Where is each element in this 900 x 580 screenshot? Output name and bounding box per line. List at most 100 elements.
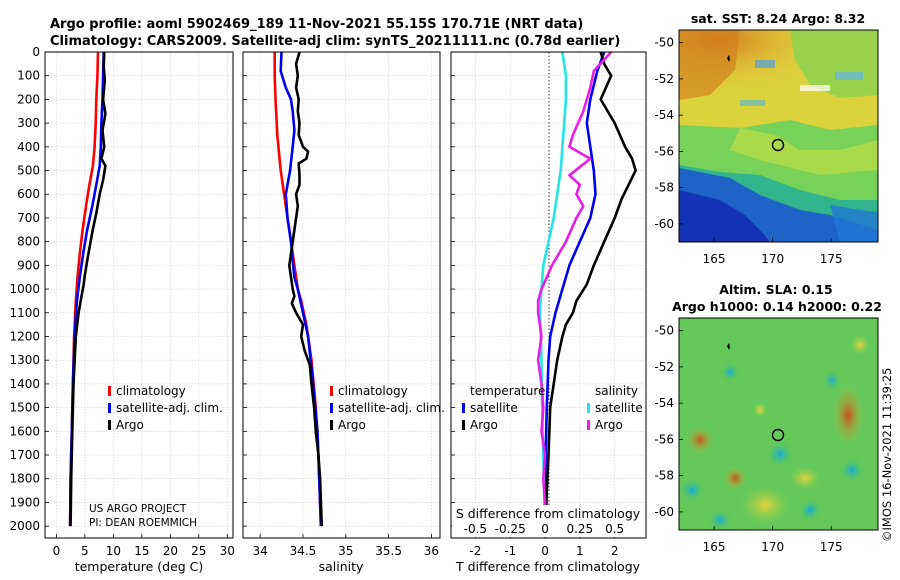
- map-y-tick-label: -50: [654, 36, 674, 50]
- sla-map-field: [679, 318, 878, 530]
- map-y-tick-label: -56: [654, 144, 674, 158]
- temperature-lines: [68, 52, 107, 527]
- legend-swatch-argo: [108, 420, 111, 430]
- x-tick-label: 30: [220, 544, 235, 558]
- depth-tick-label: 1600: [9, 424, 40, 438]
- map-x-tick-label: 175: [820, 540, 843, 554]
- depth-tick-label: 300: [17, 116, 40, 130]
- series-line-s-argo: [536, 52, 613, 527]
- legend-swatch-s-satellite: [587, 403, 590, 413]
- legend-label-satellite: satellite-adj. clim.: [116, 401, 223, 415]
- legend-label-argo: Argo: [338, 418, 366, 432]
- x-tick-label: 36: [424, 544, 439, 558]
- map-x-tick-label: 175: [820, 252, 843, 266]
- temperature-ticks: 0 5 10 15 20 25 30: [45, 51, 235, 558]
- sst-map-title: sat. SST: 8.24 Argo: 8.32: [691, 11, 865, 26]
- imos-watermark: ©IMOS 16-Nov-2021 11:39:25: [880, 368, 894, 542]
- legend-swatch-t-satellite: [462, 403, 465, 413]
- legend-label-argo: Argo: [116, 418, 144, 432]
- legend-label-s-satellite: satellite: [595, 401, 643, 415]
- legend-swatch-satellite: [330, 403, 333, 413]
- salinity-ticks: 34 34.5 35 35.5 36: [243, 51, 439, 558]
- temperature-panel: 0 5 10 15 20 25 30 0 100 200 300 400 500 600 700 800 90…: [9, 45, 234, 574]
- sst-map-field: [679, 30, 878, 242]
- depth-tick-label: 700: [17, 211, 40, 225]
- s-tick-label: -0.5: [464, 522, 487, 536]
- legend-label-satellite: satellite-adj. clim.: [338, 401, 445, 415]
- series-line-argo: [287, 52, 324, 527]
- island-icon: [727, 55, 730, 62]
- title-line-1: Argo profile: aoml 5902469_189 11-Nov-20…: [50, 17, 583, 32]
- legend-swatch-t-argo: [462, 420, 465, 430]
- salinity-panel: 34 34.5 35 35.5 36 salinity climatology sate…: [242, 51, 445, 574]
- depth-tick-label: 900: [17, 258, 40, 272]
- sla-map-title: Altim. SLA: 0.15: [719, 282, 832, 297]
- depth-tick-labels: 0 100 200 300 400 500 600 700 800 900 1000 1100 1200…: [9, 45, 40, 533]
- salinity-axes-box: [242, 51, 441, 539]
- difference-xlabel: T difference from climatology: [455, 559, 641, 574]
- depth-tick-label: 1900: [9, 495, 40, 509]
- legend-label-t-satellite: satellite: [470, 401, 518, 415]
- argo-location-marker: [771, 428, 785, 442]
- legend-swatch-s-argo: [587, 420, 590, 430]
- depth-tick-label: 0: [32, 45, 40, 59]
- sst-map-panel: sat. SST: 8.24 Argo: 8.32 165 170 175 -60 -5…: [654, 11, 879, 266]
- map-x-tick-label: 170: [761, 252, 784, 266]
- x-tick-label: 0: [53, 544, 61, 558]
- legend-label-t-argo: Argo: [470, 418, 498, 432]
- depth-tick-label: 1300: [9, 353, 40, 367]
- map-y-tick-label: -60: [654, 217, 674, 231]
- depth-tick-label: 100: [17, 69, 40, 83]
- depth-tick-label: 1100: [9, 306, 40, 320]
- legend-label-climatology: climatology: [116, 384, 186, 398]
- depth-tick-label: 600: [17, 187, 40, 201]
- legend-label-s-argo: Argo: [595, 418, 623, 432]
- salinity-legend: climatology satellite-adj. clim. Argo: [330, 384, 445, 432]
- x-tick-label: 20: [163, 544, 178, 558]
- x-tick-label: 0: [541, 544, 549, 558]
- depth-tick-label: 1800: [9, 472, 40, 486]
- temperature-axes-box: [44, 51, 234, 539]
- sla-map-panel: Altim. SLA: 0.15 Argo h1000: 0.14 h2000:…: [654, 282, 882, 554]
- map-y-tick-label: -56: [654, 432, 674, 446]
- legend-swatch-climatology: [108, 386, 111, 396]
- depth-tick-label: 1700: [9, 448, 40, 462]
- series-line-argo: [69, 52, 107, 527]
- legend-title-temperature: temperature: [470, 384, 545, 398]
- difference-ticks: -2 -1 0 1 2: [451, 51, 618, 558]
- legend-title-salinity: salinity: [595, 384, 638, 398]
- depth-tick-label: 2000: [9, 519, 40, 533]
- x-tick-label: 25: [191, 544, 206, 558]
- credit-pi: PI: DEAN ROEMMICH: [89, 517, 197, 529]
- temperature-diff-legend: temperature satellite Argo: [462, 384, 545, 432]
- x-tick-label: 34.5: [290, 544, 317, 558]
- x-tick-label: 34: [252, 544, 267, 558]
- temperature-xlabel: temperature (deg C): [75, 559, 204, 574]
- s-difference-label: S difference from climatology: [456, 506, 641, 521]
- s-axis-background: [452, 505, 645, 537]
- s-tick-label: 0.5: [605, 522, 624, 536]
- x-tick-label: 1: [576, 544, 584, 558]
- x-tick-label: 15: [134, 544, 149, 558]
- s-tick-label: 0.25: [566, 522, 593, 536]
- x-tick-label: 5: [81, 544, 89, 558]
- depth-tick-label: 200: [17, 92, 40, 106]
- difference-panel: -2 -1 0 1 2 T difference from climatology S …: [450, 51, 647, 574]
- map-y-tick-label: -58: [654, 469, 674, 483]
- sst-map-ticks: 165 170 175 -60 -58 -56 -54 -52 -50: [654, 36, 842, 266]
- salinity-lines: [273, 52, 324, 527]
- legend-swatch-argo: [330, 420, 333, 430]
- x-tick-label: 35: [338, 544, 353, 558]
- s-tick-label: -0.25: [495, 522, 526, 536]
- depth-tick-label: 1000: [9, 282, 40, 296]
- map-x-tick-label: 165: [703, 540, 726, 554]
- x-tick-label: -2: [469, 544, 481, 558]
- difference-lines: [536, 52, 637, 527]
- series-line-t-satellite: [543, 52, 606, 527]
- map-x-tick-label: 170: [761, 540, 784, 554]
- depth-tick-label: 1500: [9, 401, 40, 415]
- credit-project: US ARGO PROJECT: [89, 503, 187, 515]
- title-line-2: Climatology: CARS2009. Satellite-adj cli…: [50, 34, 620, 49]
- depth-tick-label: 400: [17, 140, 40, 154]
- island-icon: [727, 343, 730, 350]
